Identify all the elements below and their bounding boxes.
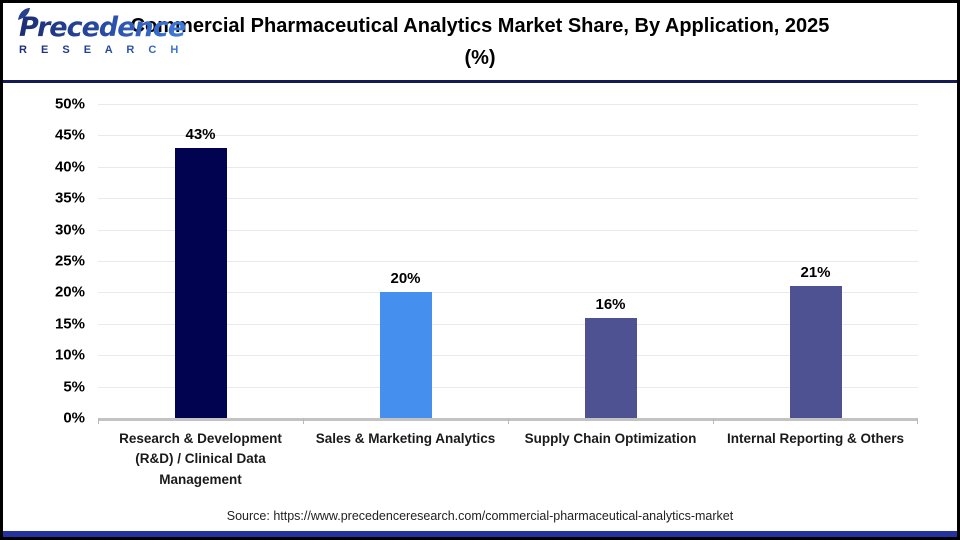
chart-title: Commercial Pharmaceutical Analytics Mark… (130, 15, 830, 70)
gridline (98, 135, 918, 137)
x-axis-category-label: Supply Chain Optimization (524, 431, 697, 446)
x-axis-category-label: Sales & Marketing Analytics (315, 431, 496, 446)
brand-wordmark: Precedence (18, 8, 189, 43)
bar-slot: 16% (508, 104, 713, 418)
bar-slot: 43% (98, 104, 303, 418)
x-axis-tick (713, 418, 714, 424)
y-axis-tick-label: 50% (54, 95, 85, 113)
bar-slot: 21% (713, 104, 918, 418)
x-axis-category-label: Research & Development (R&D) / Clinical … (119, 431, 282, 487)
y-axis-tick-label: 15% (54, 315, 85, 333)
gridline (98, 323, 918, 325)
x-axis-tick (303, 418, 304, 424)
bar-value-label: 20% (390, 270, 421, 288)
x-axis-tick (508, 418, 509, 424)
y-axis-tick-label: 25% (54, 252, 85, 270)
brand-logo: Precedence R E S E A R C H (18, 8, 189, 56)
x-axis-category-label: Internal Reporting & Others (726, 431, 905, 446)
gridline (98, 261, 918, 262)
bar-4 (789, 286, 842, 418)
bar-2 (379, 292, 432, 418)
gridline (98, 104, 918, 105)
x-axis-tick (917, 418, 918, 424)
x-axis-tick (98, 418, 99, 424)
bar-value-label: 21% (800, 264, 831, 282)
gridline (98, 355, 918, 357)
source-text: Source: https://www.precedenceresearch.c… (226, 509, 734, 523)
bar-value-label: 43% (185, 125, 216, 143)
gridline (98, 166, 918, 168)
y-axis-tick-label: 5% (63, 378, 85, 396)
bar-3 (584, 317, 637, 418)
y-axis-tick-label: 40% (54, 158, 85, 176)
gridline (98, 198, 918, 200)
plot-area: 50% 45% 40% 35% 30% 25% 20% 15% 10% 5% 0% 43% 20% 16%… (55, 96, 918, 427)
bottom-accent-bar (3, 531, 957, 537)
bar-1 (174, 147, 227, 418)
bar-slot: 20% (303, 104, 508, 418)
gridline (98, 386, 918, 388)
leaf-icon (18, 8, 30, 20)
y-axis-tick-label: 0% (63, 409, 85, 427)
bar-value-label: 16% (595, 295, 626, 313)
gridline (98, 229, 918, 231)
y-axis-tick-label: 10% (54, 346, 85, 364)
chart-area: 50% 45% 40% 35% 30% 25% 20% 15% 10% 5% 0% 43% 20% 16%… (3, 83, 957, 488)
gridline (98, 292, 918, 294)
y-axis-tick-label: 20% (54, 283, 85, 301)
brand-name: Precedence (19, 12, 186, 43)
y-axis-tick-label: 35% (54, 189, 85, 207)
y-axis-tick-label: 45% (54, 126, 85, 144)
header: Precedence R E S E A R C H Commercial Ph… (3, 3, 957, 83)
brand-subtitle: R E S E A R C H (19, 44, 189, 56)
y-axis-tick-label: 30% (54, 221, 85, 239)
